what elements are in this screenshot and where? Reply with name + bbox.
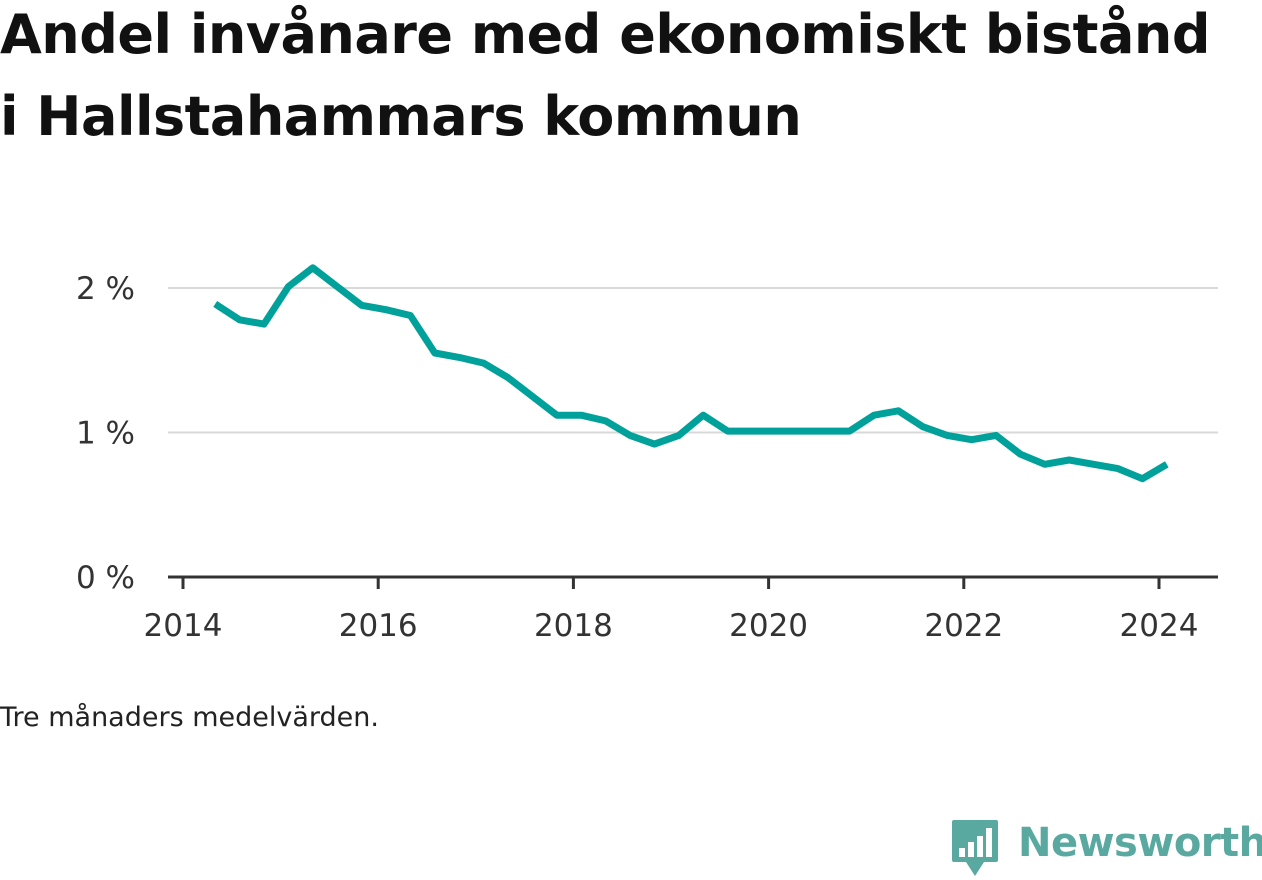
- x-tick-label: 2022: [924, 608, 1003, 644]
- chart-note: Tre månaders medelvärden.: [0, 702, 379, 733]
- x-tick-label: 2018: [534, 608, 613, 644]
- x-tick-label: 2024: [1120, 608, 1199, 644]
- y-tick-label: 0 %: [76, 560, 135, 596]
- x-tick-label: 2014: [144, 608, 223, 644]
- x-tick-label: 2016: [339, 608, 418, 644]
- newsworthy-logo-icon: [952, 820, 998, 876]
- series-layer: [213, 264, 1169, 483]
- x-tick-label: 2020: [729, 608, 808, 644]
- y-tick-label: 1 %: [76, 416, 135, 452]
- y-tick-label: 2 %: [76, 271, 135, 307]
- x-axis: 2014 2016 2018 2020 2022 2024: [144, 575, 1218, 644]
- chart-title: Andel invånare med ekonomiskt bistånd i …: [0, 3, 1211, 148]
- series-line: [213, 264, 1169, 483]
- y-axis-ticks: 0 % 1 % 2 %: [76, 271, 135, 596]
- brand-logo: Newsworthy: [950, 818, 1262, 880]
- gridlines: [168, 287, 1218, 434]
- brand-name: Newsworthy: [1018, 820, 1262, 866]
